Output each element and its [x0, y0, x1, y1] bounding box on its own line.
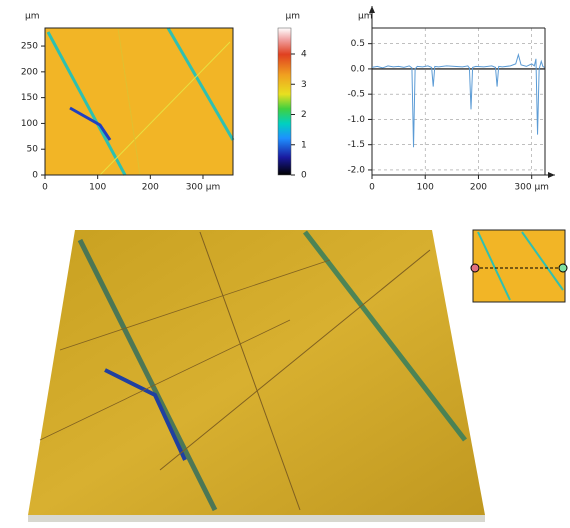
- x-arrow: [548, 172, 555, 178]
- y-tick-label: 0: [32, 171, 38, 181]
- colorbar: [277, 27, 292, 176]
- y-tick-label: -2.0: [347, 165, 365, 175]
- y-tick-label: 150: [21, 93, 38, 103]
- y-axis-label: µm: [358, 12, 373, 22]
- y-tick-label: 3: [301, 80, 307, 90]
- y-arrow: [369, 6, 375, 13]
- y-tick-label: 0.0: [351, 64, 366, 74]
- surface-3d: [28, 230, 485, 522]
- plot-frame: [44, 27, 234, 176]
- profile-line: [371, 52, 545, 148]
- inset-map: [470, 229, 568, 303]
- x-tick-label: 300 µm: [514, 183, 549, 193]
- colorbar-label: µm: [286, 12, 301, 22]
- y-tick-label: -1.5: [347, 140, 365, 150]
- y-axis-label: µm: [25, 12, 40, 22]
- y-tick-label: 2: [301, 110, 307, 120]
- heatmap-image: [45, 27, 235, 176]
- x-tick-label: 0: [369, 183, 375, 193]
- y-tick-label: 200: [21, 67, 38, 77]
- y-tick-label: 100: [21, 119, 38, 129]
- x-tick-label: 100: [89, 183, 106, 193]
- x-tick-label: 200: [142, 183, 159, 193]
- x-tick-label: 0: [42, 183, 48, 193]
- y-tick-label: -1.0: [347, 115, 365, 125]
- x-tick-label: 300 µm: [186, 183, 221, 193]
- y-tick-label: 0: [301, 171, 307, 181]
- y-tick-label: 0.5: [351, 39, 365, 49]
- y-tick-label: 1: [301, 140, 307, 150]
- y-tick-label: 50: [27, 145, 39, 155]
- x-tick-label: 200: [470, 183, 487, 193]
- y-tick-label: -0.5: [347, 90, 365, 100]
- x-tick-label: 100: [417, 183, 434, 193]
- y-tick-label: 4: [301, 50, 307, 60]
- y-tick-label: 250: [21, 42, 38, 52]
